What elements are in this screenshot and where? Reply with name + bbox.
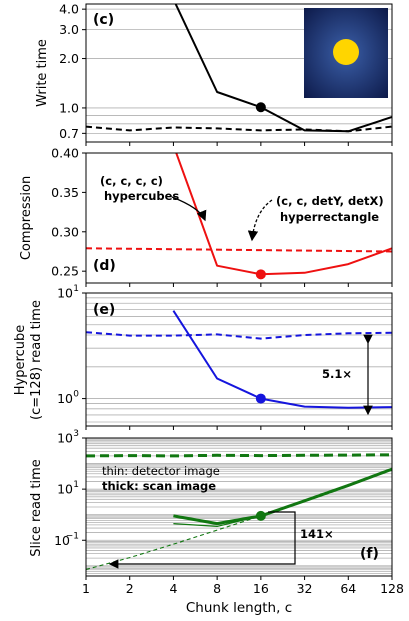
legend-thin: thin: detector image <box>102 464 220 478</box>
highlight-point-c <box>255 102 266 113</box>
x-tick-label: 64 <box>340 581 356 596</box>
y-tick-exponent: 1 <box>73 284 79 294</box>
panel-letter-d: (d) <box>93 258 116 274</box>
y-tick-label: 0.7 <box>59 126 79 141</box>
highlight-point-e <box>255 393 266 404</box>
series-line-f-3 <box>173 515 262 528</box>
series-line-c-1 <box>86 125 392 133</box>
annotation-hyperrectangle: (c, c, detY, detX) hyperrectangle <box>247 194 384 242</box>
panel-compression: 0.25 0.30 0.35 0.40 (d) Compression (c, c, … <box>19 146 393 287</box>
series-line-f-0 <box>86 453 392 458</box>
highlight-point-f <box>255 510 266 521</box>
y-tick-label: 2.0 <box>59 51 79 66</box>
legend-thick: thick: scan image <box>102 479 216 493</box>
x-tick-label: 32 <box>297 581 313 596</box>
ylabel-hypercube-line2: (c=128) read time <box>29 300 44 420</box>
series-line-f-2 <box>173 467 392 526</box>
y-tick-exponent: 1 <box>73 480 79 490</box>
x-tick-label: 16 <box>253 581 269 596</box>
panel-letter-c: (c) <box>93 12 114 28</box>
y-tick-label: 4.0 <box>59 2 79 17</box>
ratio-arrow-141x <box>108 511 296 569</box>
y-tick-label: 10 <box>57 482 73 497</box>
y-tick-label: 10 <box>54 533 70 548</box>
highlight-point-d <box>255 269 266 280</box>
panel-letter-f: (f) <box>360 546 379 562</box>
x-axis: 1 2 4 8 16 32 64 128 <box>82 581 404 596</box>
y-tick-exponent: 3 <box>73 429 79 439</box>
y-tick-label: 1.0 <box>59 100 79 115</box>
panel-c-frame <box>85 3 393 143</box>
y-tick-exponent: 0 <box>73 390 79 400</box>
arrow-hyperrectangle <box>247 199 273 242</box>
ylabel-compression: Compression <box>19 176 34 260</box>
annotation-141x: 141× <box>300 527 334 541</box>
panel-f-frame <box>85 437 393 577</box>
panel-d-frame <box>85 152 393 284</box>
y-tick-label: 10 <box>57 286 73 301</box>
annotation-hyperrectangle-line2: hyperrectangle <box>280 210 379 224</box>
y-tick-exponent: −1 <box>66 531 79 541</box>
x-axis-label: Chunk length, c <box>186 600 292 616</box>
series-line-d-1 <box>86 247 392 253</box>
ylabel-slice-read-time: Slice read time <box>29 459 44 557</box>
y-tick-label: 10 <box>57 431 73 446</box>
panel-e-frame <box>85 292 393 427</box>
annotation-hypercubes: (c, c, c, c) hypercubes <box>100 174 207 222</box>
annotation-hypercubes-line1: (c, c, c, c) <box>100 174 163 188</box>
y-tick-label: 0.35 <box>51 185 79 200</box>
y-tick-label: 0.25 <box>51 264 79 279</box>
y-tick-label: 3.0 <box>59 22 79 37</box>
arrow-hypercubes <box>171 196 207 222</box>
annotation-hypercubes-line2: hypercubes <box>104 189 179 203</box>
x-tick-label: 8 <box>213 581 221 596</box>
series-line-d-0 <box>175 153 392 276</box>
y-tick-label: 10 <box>57 391 73 406</box>
series-line-e-0 <box>172 310 392 409</box>
y-tick-label: 0.30 <box>51 224 79 239</box>
ylabel-write-time: Write time <box>35 39 50 107</box>
series-line-e-1 <box>86 331 392 340</box>
ylabel-hypercube-line1: Hypercube <box>13 325 28 395</box>
annotation-hyperrectangle-line1: (c, c, detY, detX) <box>276 194 384 208</box>
x-tick-label: 4 <box>169 581 177 596</box>
x-tick-label: 1 <box>82 581 90 596</box>
panel-letter-e: (e) <box>93 302 115 318</box>
series-line-c-0 <box>174 4 392 133</box>
detector-image-thumbnail <box>304 8 388 98</box>
y-tick-label: 0.40 <box>51 146 79 161</box>
panel-write-time: 0.7 1.0 2.0 3.0 4.0 (c) Write time <box>35 2 393 146</box>
x-tick-label: 128 <box>380 581 404 596</box>
x-tick-label: 2 <box>126 581 134 596</box>
annotation-5x: 5.1× <box>322 367 352 381</box>
